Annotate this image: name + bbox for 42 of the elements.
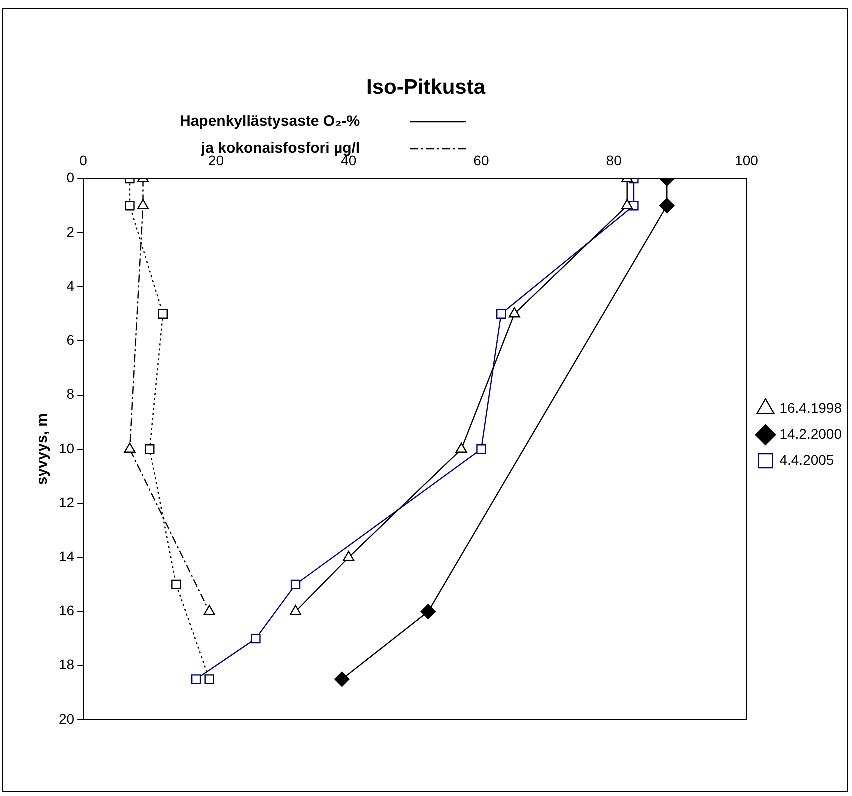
- point: [158, 309, 168, 319]
- y-tick-label: 12: [58, 494, 75, 510]
- point: [343, 551, 355, 562]
- x-tick-label: 20: [208, 152, 224, 168]
- point: [172, 580, 182, 590]
- y-tick-label: 14: [58, 548, 75, 564]
- y-tick-label: 10: [58, 440, 75, 456]
- legend-label: 16.4.1998: [780, 400, 842, 416]
- point: [204, 674, 214, 684]
- point: [476, 444, 486, 454]
- point: [660, 198, 675, 214]
- y-tick-label: 2: [66, 224, 75, 240]
- y-tick-label: 20: [58, 710, 75, 727]
- point: [145, 444, 155, 454]
- y-tick-label: 8: [66, 386, 75, 402]
- point: [204, 605, 216, 616]
- y-tick-label: 0: [66, 170, 75, 186]
- x-tick-label: 60: [474, 152, 490, 168]
- chart-title: Iso-Pitkusta: [365, 76, 487, 100]
- x-tick-label: 100: [735, 152, 759, 168]
- point: [420, 604, 436, 620]
- legend-label: 4.4.2005: [780, 452, 834, 468]
- y-tick-label: 4: [66, 278, 75, 294]
- point: [251, 634, 261, 644]
- legend-label: 14.2.2000: [780, 426, 842, 442]
- point: [191, 674, 202, 684]
- point: [334, 672, 350, 688]
- point: [137, 199, 150, 210]
- point: [290, 605, 302, 616]
- point: [124, 442, 136, 453]
- y-tick-label: 18: [58, 656, 75, 673]
- y-axis-title: syvyys, m: [34, 414, 52, 486]
- point: [622, 199, 634, 210]
- y-tick-label: 6: [66, 332, 75, 348]
- point: [290, 580, 301, 590]
- y-tick-label: 16: [58, 602, 75, 619]
- x-tick-label: 80: [606, 152, 622, 168]
- point: [125, 201, 135, 211]
- point: [508, 308, 520, 318]
- x-tick-label: 0: [80, 152, 88, 168]
- point: [456, 442, 468, 453]
- point: [496, 309, 506, 319]
